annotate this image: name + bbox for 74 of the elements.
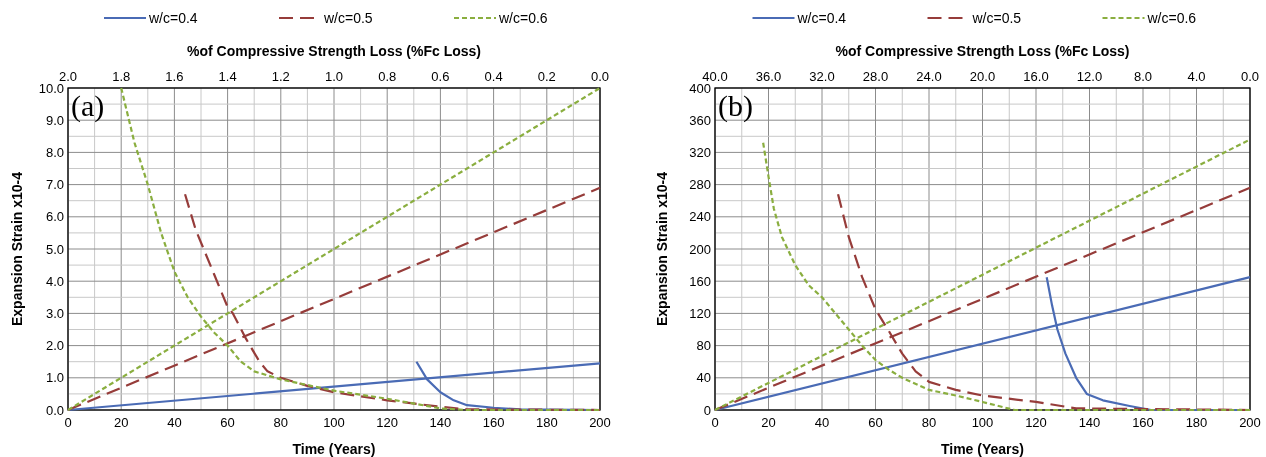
x-tick-label: 100 — [323, 415, 345, 430]
y-tick-label: 40 — [696, 370, 711, 386]
x2-tick-label: 0.6 — [431, 69, 450, 84]
x-tick-label: 120 — [376, 415, 399, 430]
y-axis-title: Expansion Strain x10-4 — [9, 171, 25, 327]
y-tick-label: 7.0 — [45, 177, 64, 193]
x-tick-label: 140 — [429, 415, 452, 430]
x-tick-label: 80 — [273, 415, 289, 430]
x-tick-label: 180 — [535, 415, 558, 430]
legend-label: w/c=0.5 — [323, 10, 373, 26]
y-tick-label: 120 — [689, 305, 711, 321]
x-axis-title: Time (Years) — [292, 441, 376, 457]
y-tick-label: 80 — [696, 338, 711, 354]
y-tick-label: 8.0 — [45, 144, 64, 160]
x-tick-label: 180 — [1185, 415, 1208, 430]
y-tick-label: 5.0 — [45, 241, 64, 257]
y-axis-title: Expansion Strain x10-4 — [654, 171, 670, 327]
x2-tick-label: 0.0 — [1240, 69, 1260, 84]
y-tick-label: 2.0 — [45, 338, 64, 354]
y-tick-label: 280 — [689, 177, 711, 193]
x2-tick-label: 1.8 — [112, 69, 131, 84]
x-tick-label: 120 — [1025, 415, 1047, 430]
legend-label: w/c=0.5 — [971, 10, 1022, 26]
y-tick-label: 9.0 — [45, 112, 64, 128]
y-tick-label: 200 — [689, 241, 711, 257]
x2-tick-label: 32.0 — [809, 69, 835, 84]
x2-axis-title: %of Compressive Strength Loss (%Fc Loss) — [186, 43, 482, 59]
x-tick-label: 80 — [921, 415, 937, 430]
annotation: (b) — [718, 89, 753, 123]
x-tick-label: 60 — [868, 415, 883, 430]
legend-label: w/c=0.6 — [1146, 10, 1197, 26]
x2-tick-label: 0.8 — [378, 69, 397, 84]
y-tick-label: 1.0 — [45, 370, 64, 386]
x-tick-label: 160 — [482, 415, 505, 430]
y-tick-label: 6.0 — [45, 209, 64, 225]
x-tick-label: 160 — [1132, 415, 1154, 430]
x2-tick-label: 4.0 — [1187, 69, 1206, 84]
x-tick-label: 40 — [167, 415, 182, 430]
x2-tick-label: 12.0 — [1076, 69, 1103, 84]
x-tick-label: 200 — [589, 415, 611, 430]
y-tick-label: 360 — [689, 112, 711, 128]
x2-tick-label: 1.0 — [324, 69, 344, 84]
y-tick-label: 4.0 — [45, 273, 64, 289]
y-tick-label: 160 — [689, 273, 711, 289]
x2-tick-label: 0.2 — [537, 69, 556, 84]
x-tick-label: 40 — [814, 415, 830, 430]
x2-tick-label: 20.0 — [969, 69, 996, 84]
x2-tick-label: 1.4 — [218, 69, 237, 84]
x2-tick-label: 28.0 — [862, 69, 889, 84]
x2-tick-label: 8.0 — [1133, 69, 1153, 84]
x-tick-label: 140 — [1078, 415, 1101, 430]
y-tick-label: 0.0 — [45, 402, 64, 418]
y-tick-label: 0 — [703, 402, 711, 418]
y-tick-label: 320 — [689, 144, 711, 160]
x-tick-label: 100 — [971, 415, 994, 430]
x-tick-label: 20 — [113, 415, 129, 430]
x-tick-label: 200 — [1239, 415, 1261, 430]
x2-tick-label: 36.0 — [755, 69, 782, 84]
x2-tick-label: 16.0 — [1023, 69, 1049, 84]
y-tick-label: 3.0 — [45, 305, 64, 321]
legend-label: w/c=0.4 — [796, 10, 847, 26]
x2-tick-label: 0.0 — [590, 69, 610, 84]
x2-tick-label: 0.4 — [484, 69, 503, 84]
x-tick-label: 20 — [761, 415, 776, 430]
legend-label: w/c=0.6 — [498, 10, 548, 26]
legend-label: w/c=0.4 — [148, 10, 198, 26]
y-tick-label: 240 — [689, 209, 711, 225]
x2-tick-label: 1.6 — [165, 69, 184, 84]
x-axis-title: Time (Years) — [940, 441, 1025, 457]
x2-tick-label: 1.2 — [271, 69, 290, 84]
x2-tick-label: 24.0 — [916, 69, 942, 84]
annotation: (a) — [71, 89, 105, 123]
x-tick-label: 60 — [220, 415, 235, 430]
x2-axis-title: %of Compressive Strength Loss (%Fc Loss) — [835, 43, 1130, 59]
